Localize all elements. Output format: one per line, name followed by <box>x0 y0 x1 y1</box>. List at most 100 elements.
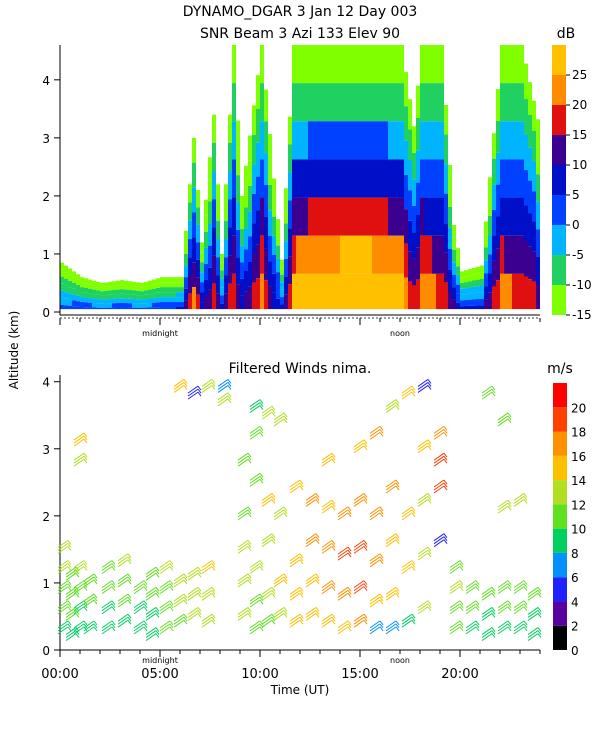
snr-cell <box>252 105 256 135</box>
snr-cell <box>304 273 308 310</box>
wind-barb-shaft <box>73 458 85 467</box>
snr-cell <box>380 83 384 122</box>
snr-cell <box>212 142 216 172</box>
snr-colorbar-swatch <box>552 165 566 195</box>
wind-barb-shaft <box>401 388 413 397</box>
wind-barb-shaft <box>417 379 429 387</box>
wind-barb-flag <box>507 415 512 421</box>
wind-barb-shaft <box>369 556 381 565</box>
snr-cell <box>412 258 416 286</box>
wind-barb-flag <box>259 405 264 410</box>
wind-barb-flag <box>211 593 216 598</box>
wind-barb-flag <box>259 599 264 605</box>
wind-barb-flag <box>523 600 528 606</box>
snr-cell <box>508 273 512 310</box>
snr-cell <box>316 273 320 310</box>
wind-barb-shaft <box>337 620 349 629</box>
snr-cell <box>420 121 424 160</box>
wind-barb-flag <box>523 496 528 501</box>
wind-barb-shaft <box>385 399 397 407</box>
wind-barb-flag <box>93 626 98 632</box>
snr-colorbar-swatch <box>552 255 566 285</box>
snr-cell <box>208 289 212 310</box>
snr-cell <box>364 45 368 84</box>
wind-barb-flag <box>127 559 132 565</box>
snr-cell <box>172 282 176 288</box>
wind-barb-shaft <box>449 606 461 615</box>
wind-barb-flag <box>111 606 116 612</box>
wind-barb-flag <box>127 596 132 602</box>
wind-barb-shaft <box>173 619 185 628</box>
snr-cell <box>108 299 112 304</box>
snr-cell <box>252 164 256 194</box>
snr-cell <box>144 286 148 291</box>
wind-barb <box>201 586 216 601</box>
snr-cell <box>316 121 320 160</box>
snr-cell <box>328 235 332 274</box>
snr-cell <box>116 294 120 299</box>
wind-barb-flag <box>443 479 448 485</box>
wind-barb-flag <box>347 590 352 595</box>
snr-cell <box>264 280 268 310</box>
wind-y-tick-label: 2 <box>42 510 50 524</box>
snr-cell <box>116 289 120 295</box>
wind-barb-flag <box>523 626 528 632</box>
snr-cell <box>460 271 464 278</box>
snr-cell <box>148 289 152 295</box>
snr-cell <box>356 159 360 198</box>
wind-barb-flag <box>315 576 320 582</box>
wind-barb-shaft <box>249 596 261 605</box>
snr-cell <box>388 121 392 160</box>
wind-barb-flag <box>411 388 416 394</box>
snr-cell <box>268 235 272 262</box>
wind-colorbar-tick-label: 20 <box>571 401 586 415</box>
wind-barb-shaft <box>117 593 129 602</box>
wind-barb-shaft <box>83 626 95 635</box>
snr-cell <box>460 282 464 289</box>
snr-cell <box>316 45 320 84</box>
snr-cell <box>236 257 240 285</box>
wind-barb-shaft <box>117 573 129 582</box>
wind-barb-shaft <box>159 626 171 635</box>
wind-barb-flag <box>111 583 116 588</box>
time-tick-label: 20:00 <box>441 667 478 682</box>
snr-cell <box>172 307 176 310</box>
wind-barb-flag <box>247 579 252 585</box>
wind-barb-shaft <box>65 607 77 615</box>
snr-cell <box>456 266 460 276</box>
snr-cell <box>300 121 304 160</box>
wind-barb-shaft <box>465 623 477 632</box>
wind-barb-shaft <box>73 563 85 571</box>
snr-cell <box>348 235 352 274</box>
snr-cell <box>108 286 112 291</box>
wind-barb-shaft <box>321 583 333 592</box>
snr-cell <box>204 247 208 264</box>
snr-cell <box>336 121 340 160</box>
snr-cell <box>308 121 312 160</box>
wind-barb-shaft <box>217 392 229 401</box>
snr-cell <box>244 207 248 229</box>
snr-cell <box>392 45 396 84</box>
snr-cell <box>192 162 196 188</box>
snr-cell <box>68 299 72 306</box>
snr-cell <box>88 279 92 285</box>
wind-barb-flag <box>143 620 148 626</box>
snr-cell <box>348 273 352 310</box>
snr-cell <box>208 201 212 224</box>
wind-barb <box>117 593 132 608</box>
snr-cell <box>492 260 496 287</box>
snr-cell <box>316 235 320 274</box>
wind-barb-shaft <box>159 623 171 632</box>
snr-cell <box>76 295 80 302</box>
figure-title: DYNAMO_DGAR 3 Jan 12 Day 003 <box>183 4 418 20</box>
snr-cell <box>532 191 536 222</box>
wind-barb-flag <box>331 452 336 458</box>
snr-cell <box>392 121 396 160</box>
snr-cell <box>136 303 140 308</box>
snr-cell <box>360 235 364 274</box>
snr-cell <box>500 45 504 84</box>
snr-cell <box>184 288 188 301</box>
snr-cell <box>508 197 512 236</box>
snr-y-tick-label: 4 <box>42 74 50 88</box>
y-axis-label: Altitude (km) <box>7 311 21 390</box>
